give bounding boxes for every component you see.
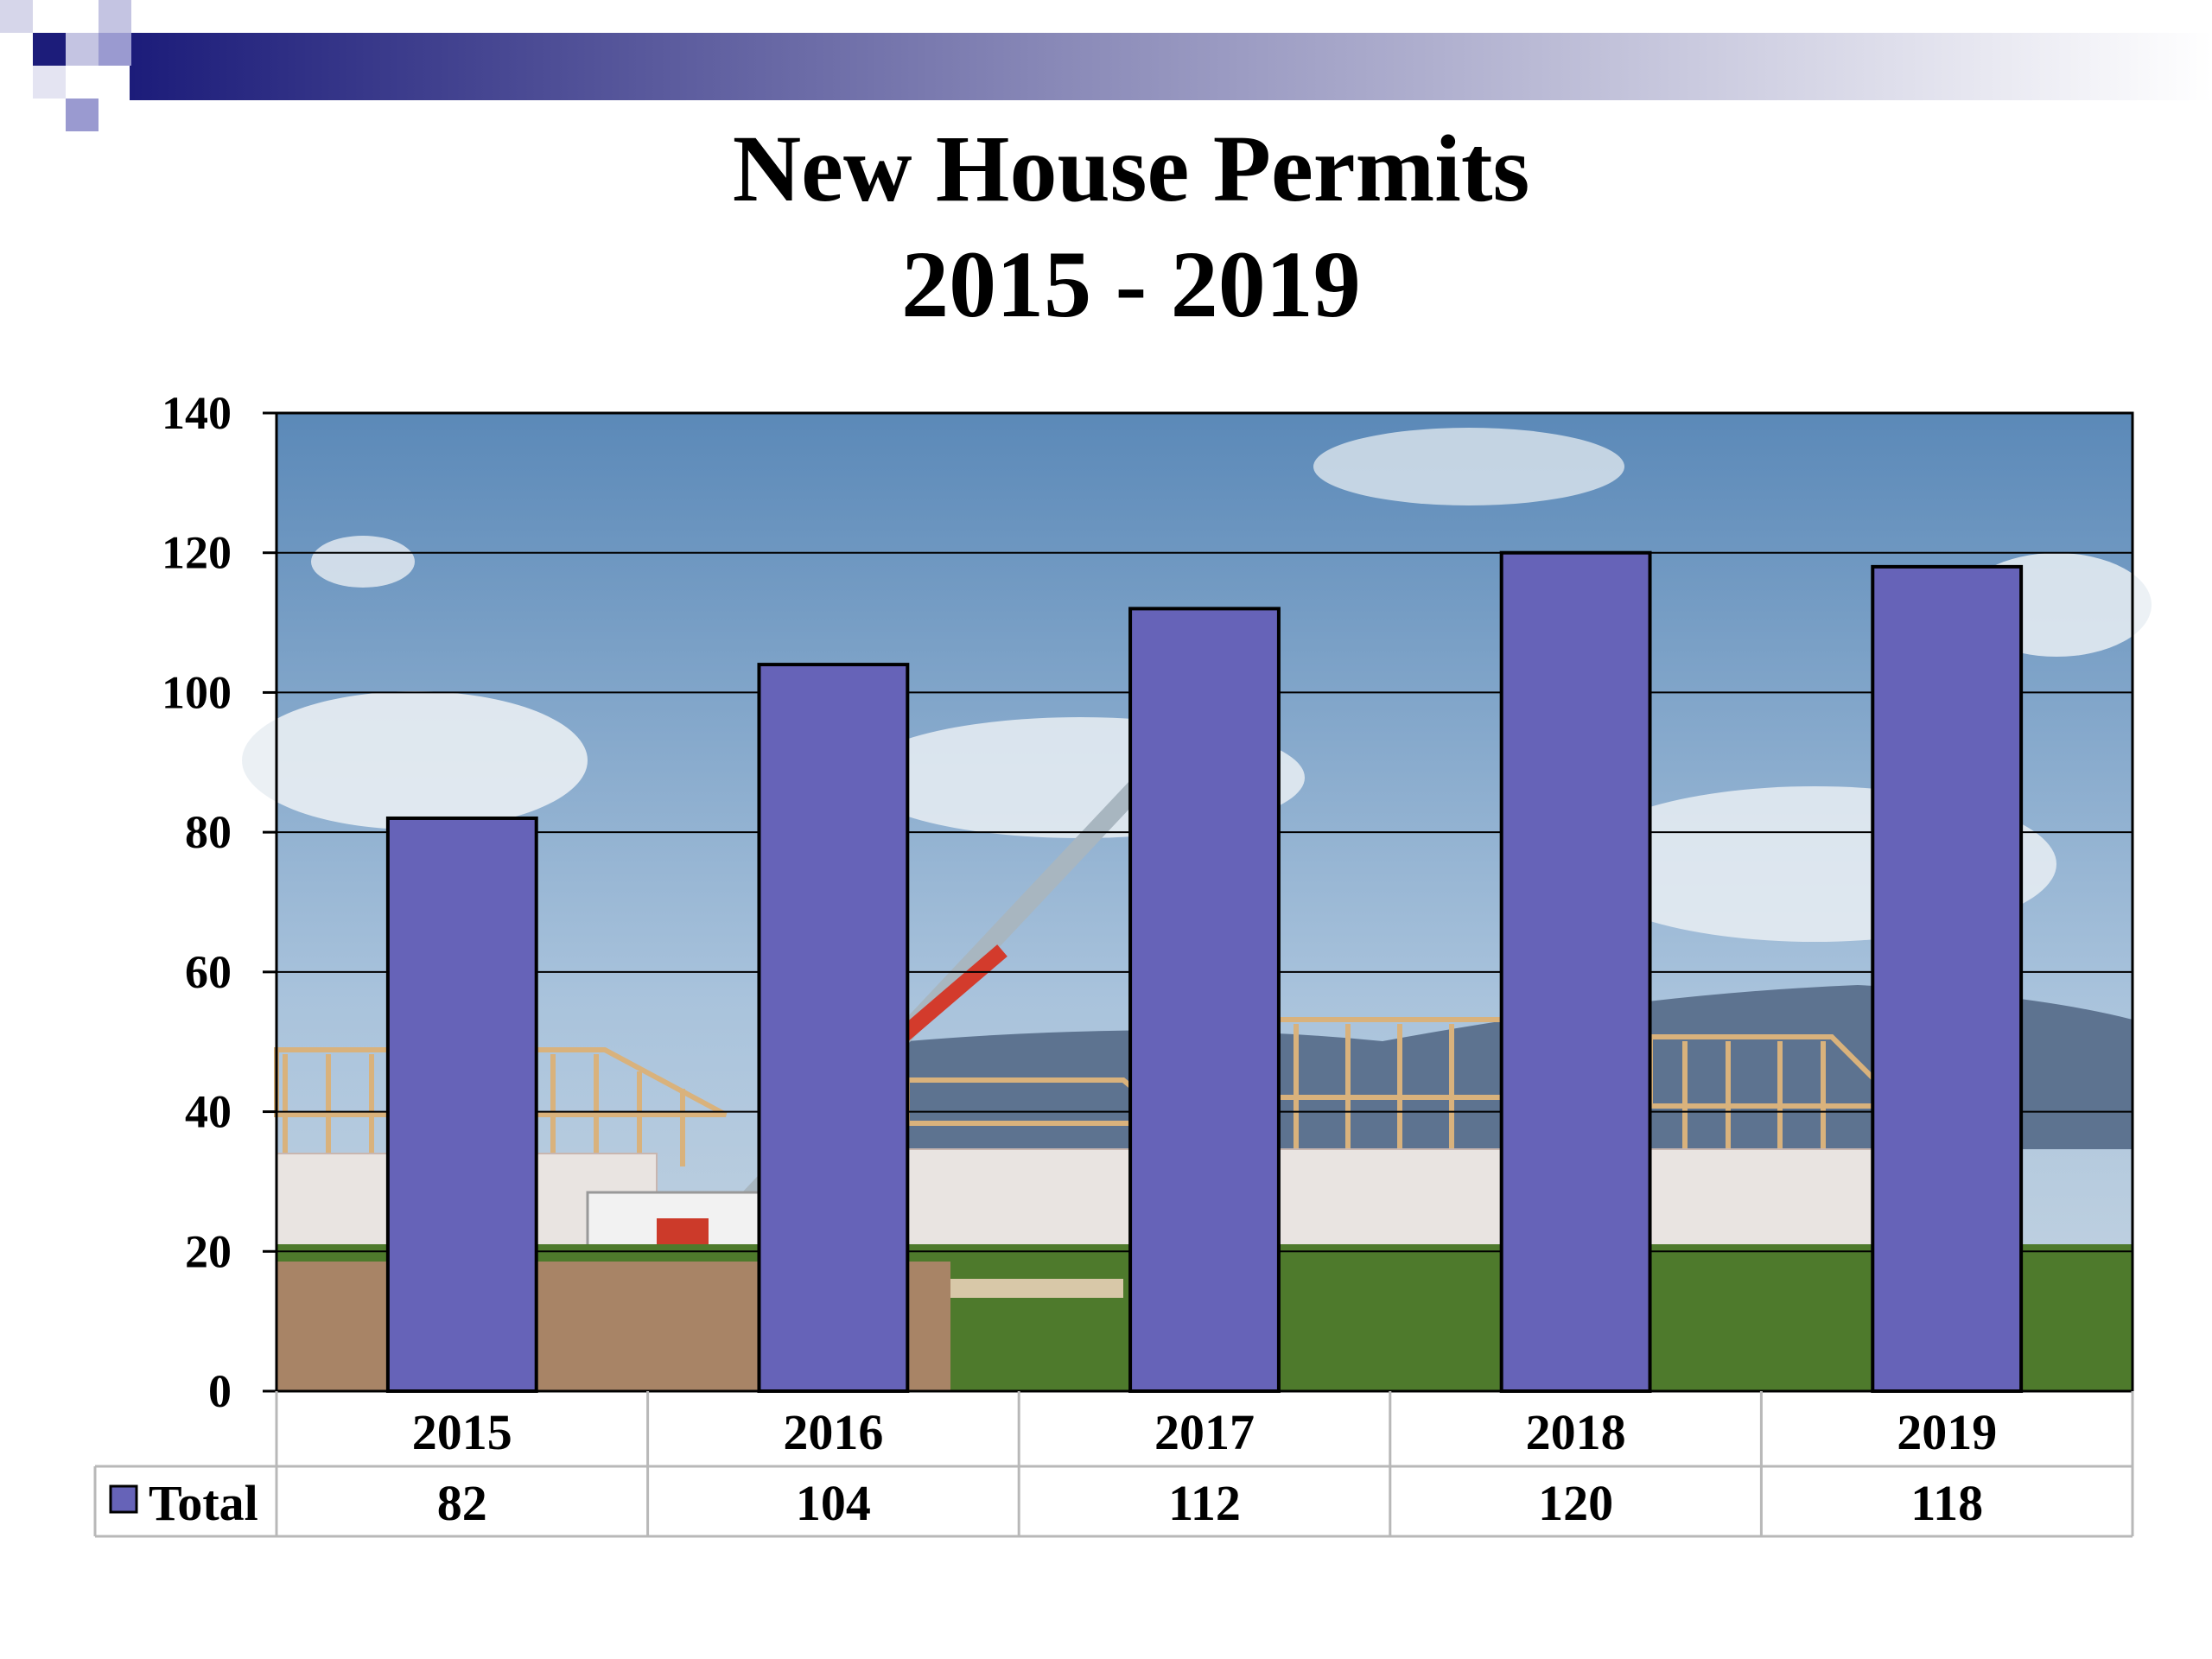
banner-square-mid-4 [66, 99, 99, 131]
x-category-label: 2017 [1154, 1404, 1255, 1460]
legend-label: Total [149, 1475, 258, 1531]
banner-square-mid-2 [99, 0, 131, 33]
bar [385, 816, 538, 1393]
photo-cloud-3 [1313, 428, 1624, 505]
header-banner [0, 0, 2212, 131]
y-tick-label: 60 [185, 946, 232, 998]
x-category-label: 2015 [412, 1404, 512, 1460]
y-tick-label: 80 [185, 806, 232, 858]
photo-lumber [950, 1279, 1123, 1298]
banner-square-mid-1 [66, 33, 99, 66]
data-table: 2015 2016 2017 2018 2019 82 104 112 120 118 Total [93, 1391, 2134, 1538]
x-category-label: 2018 [1526, 1404, 1626, 1460]
photo-cloud-1 [242, 691, 588, 830]
bar [1871, 564, 2024, 1393]
banner-square-light-1 [0, 0, 33, 33]
data-label: 118 [1910, 1475, 1983, 1531]
photo-cloud-6 [311, 536, 415, 588]
bars [385, 550, 2024, 1393]
data-label: 104 [796, 1475, 871, 1531]
title-line-1: New House Permits [732, 116, 1530, 221]
data-label: 112 [1168, 1475, 1241, 1531]
legend-swatch [109, 1484, 138, 1514]
banner-square-light-2 [33, 66, 66, 99]
bar [757, 663, 910, 1393]
y-axis: 0 20 40 60 80 100 120 140 [162, 387, 276, 1417]
y-tick-label: 20 [185, 1225, 232, 1277]
y-tick-label: 120 [162, 527, 232, 579]
banner-stripe [130, 33, 2212, 100]
x-category-label: 2019 [1897, 1404, 1997, 1460]
bar [1128, 607, 1281, 1393]
data-label: 120 [1538, 1475, 1613, 1531]
y-tick-label: 100 [162, 666, 232, 718]
bar [1499, 550, 1652, 1393]
data-label: 82 [437, 1475, 487, 1531]
banner-square-mid-3 [99, 33, 131, 66]
y-tick-label: 0 [208, 1365, 232, 1417]
y-tick-label: 140 [162, 387, 232, 439]
y-tick-label: 40 [185, 1086, 232, 1138]
page-title: New House Permits 2015 - 2019 [0, 111, 2212, 342]
title-line-2: 2015 - 2019 [901, 232, 1361, 337]
banner-square-dark [33, 33, 66, 66]
x-category-label: 2016 [783, 1404, 883, 1460]
plot-frame [275, 411, 2134, 1393]
